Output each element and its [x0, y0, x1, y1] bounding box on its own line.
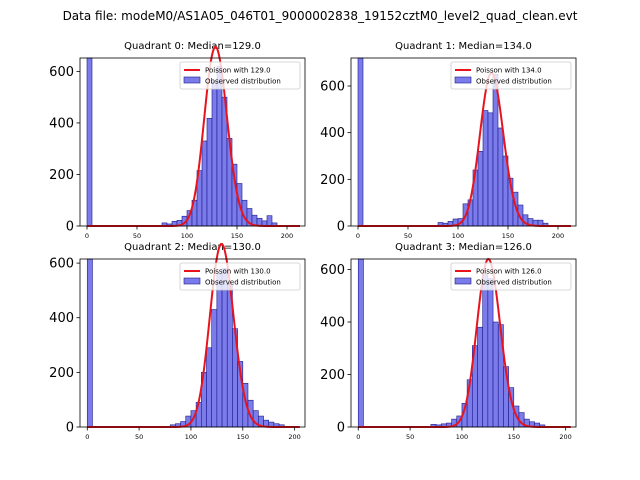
histogram-bar — [357, 258, 364, 428]
quadrant-panel-0: Quadrant 0: Median=129.0 0 200 400 600 0 50 100… — [49, 41, 306, 240]
legend: Poisson with 134.0 Observed distribution — [450, 61, 572, 90]
legend-label-poisson: Poisson with 129.0 — [205, 67, 271, 75]
histogram-bar — [206, 347, 212, 428]
y-tick-label: 200 — [49, 366, 74, 381]
histogram-bar — [201, 140, 208, 227]
quadrant-panel-1: Quadrant 1: Median=134.0 0 200 400 600 0 50 100… — [320, 41, 577, 240]
y-tick-label: 400 — [320, 126, 345, 141]
x-tick-label: 150 — [237, 433, 249, 441]
legend-box — [179, 61, 301, 90]
legend: Poisson with 129.0 Observed distribution — [179, 61, 301, 90]
panel-title: Quadrant 0: Median=129.0 — [124, 41, 261, 52]
legend-bar-swatch — [454, 277, 472, 285]
y-tick-label: 400 — [320, 316, 345, 331]
histogram-bar — [216, 65, 223, 227]
x-tick-label: 0 — [356, 433, 360, 441]
y-tick-label: 0 — [66, 220, 74, 235]
x-tick-label: 150 — [231, 232, 243, 240]
legend-bar-swatch — [454, 76, 472, 84]
histogram-bar — [266, 215, 273, 227]
legend-label-observed: Observed distribution — [476, 279, 552, 287]
histogram-bar — [497, 127, 504, 227]
histogram-bar — [221, 268, 228, 428]
x-tick-label: 200 — [288, 433, 300, 441]
axes-frame — [350, 57, 577, 227]
histogram-bar — [357, 57, 364, 227]
histogram-bar — [477, 151, 484, 227]
quadrant-panel-2: Quadrant 2: Median=130.0 0 200 400 600 0 50 100… — [49, 242, 306, 441]
y-tick-label: 400 — [49, 116, 74, 131]
y-tick-label: 600 — [49, 65, 74, 80]
legend-label-poisson: Poisson with 130.0 — [205, 268, 271, 276]
legend-label-poisson: Poisson with 126.0 — [476, 268, 542, 276]
histogram-bar — [482, 110, 489, 227]
legend-label-observed: Observed distribution — [205, 78, 281, 86]
axes-frame — [350, 258, 577, 428]
panels: Quadrant 0: Median=129.0 0 200 400 600 0 50 100… — [49, 41, 577, 441]
panel-title: Quadrant 3: Median=126.0 — [395, 242, 532, 253]
legend-box — [450, 262, 572, 291]
x-tick-label: 0 — [85, 232, 89, 240]
figure-suptitle: Data file: modeM0/AS1A05_046T01_90000028… — [63, 9, 578, 23]
legend-label-observed: Observed distribution — [476, 78, 552, 86]
y-tick-label: 200 — [320, 173, 345, 188]
x-tick-label: 50 — [133, 232, 141, 240]
x-tick-label: 100 — [181, 232, 193, 240]
x-tick-label: 50 — [406, 433, 414, 441]
histogram-bar — [492, 74, 499, 227]
legend-label-poisson: Poisson with 134.0 — [476, 67, 542, 75]
x-tick-label: 0 — [85, 433, 89, 441]
histogram-bar — [477, 326, 483, 428]
y-tick-label: 0 — [337, 220, 345, 235]
legend-box — [179, 262, 301, 291]
x-tick-label: 100 — [456, 433, 468, 441]
y-tick-label: 0 — [66, 421, 74, 436]
legend: Poisson with 126.0 Observed distribution — [450, 262, 572, 291]
panel-title: Quadrant 2: Median=130.0 — [124, 242, 261, 253]
x-tick-label: 200 — [559, 433, 571, 441]
x-tick-label: 50 — [404, 232, 412, 240]
y-tick-label: 0 — [337, 421, 345, 436]
histogram-bar — [86, 258, 93, 428]
quadrant-panel-3: Quadrant 3: Median=126.0 0 200 400 600 0 50 100… — [320, 242, 577, 441]
x-tick-label: 200 — [281, 232, 293, 240]
x-tick-label: 100 — [185, 433, 197, 441]
histogram-bar — [487, 112, 494, 227]
histogram-bar — [492, 321, 499, 428]
x-tick-label: 200 — [552, 232, 564, 240]
axes-frame — [79, 57, 306, 227]
histogram-bar — [216, 273, 223, 428]
x-tick-label: 150 — [508, 433, 520, 441]
y-tick-label: 400 — [49, 311, 74, 326]
y-tick-label: 600 — [320, 263, 345, 278]
x-tick-label: 50 — [135, 433, 143, 441]
histogram-bar — [206, 117, 213, 227]
axes-frame — [79, 258, 306, 428]
panel-title: Quadrant 1: Median=134.0 — [395, 41, 532, 52]
legend: Poisson with 130.0 Observed distribution — [179, 262, 301, 291]
y-tick-label: 600 — [320, 80, 345, 95]
legend-bar-swatch — [183, 76, 201, 84]
histogram-bar — [86, 57, 93, 227]
legend-box — [450, 61, 572, 90]
poisson-curve — [358, 71, 571, 227]
legend-bar-swatch — [183, 277, 201, 285]
histogram-bar — [211, 309, 218, 428]
legend-label-observed: Observed distribution — [205, 279, 281, 287]
histogram-bar — [211, 81, 218, 227]
y-tick-label: 200 — [320, 368, 345, 383]
histogram-bar — [482, 274, 489, 428]
x-tick-label: 100 — [452, 232, 464, 240]
y-tick-label: 600 — [49, 257, 74, 272]
x-tick-label: 150 — [502, 232, 514, 240]
x-tick-label: 0 — [356, 232, 360, 240]
y-tick-label: 200 — [49, 168, 74, 183]
histogram-bar — [487, 278, 494, 428]
